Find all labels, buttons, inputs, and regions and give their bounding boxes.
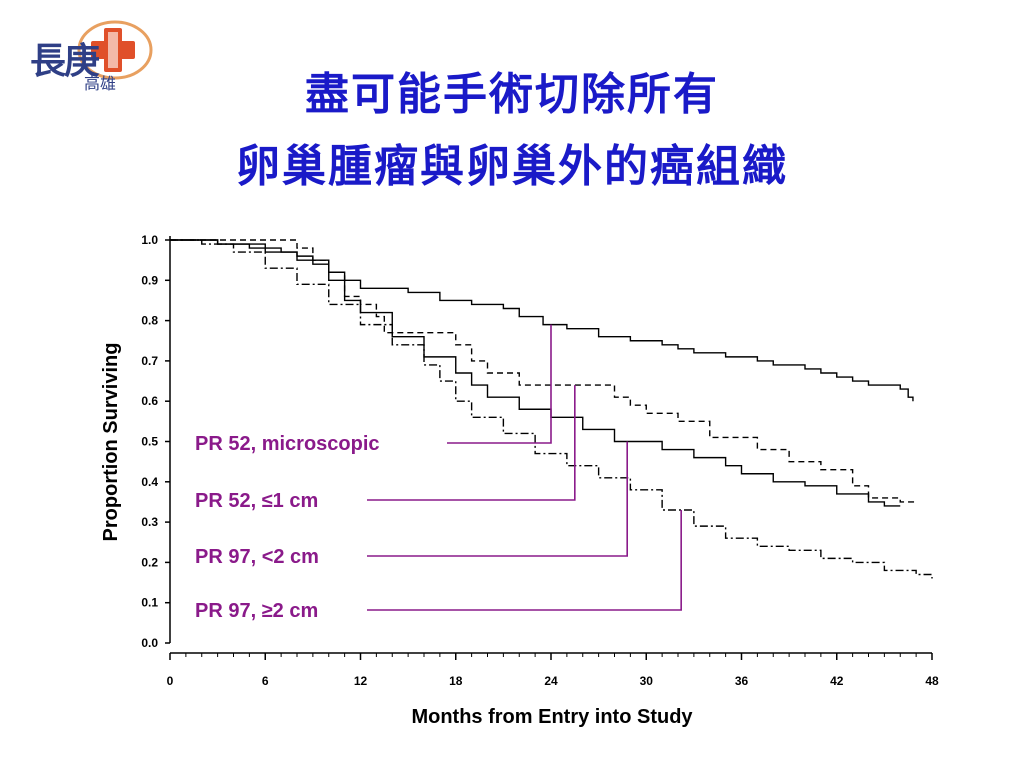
annotation-label-1: PR 52, microscopic bbox=[195, 433, 380, 455]
slide-title-line-2: 卵巢腫瘤與卵巢外的癌組織 bbox=[236, 141, 788, 192]
x-axis-label: Months from Entry into Study bbox=[411, 706, 693, 728]
hospital-logo: 長庚 高雄 bbox=[20, 10, 170, 100]
annotation-label-4: PR 97, ≥2 cm bbox=[195, 600, 318, 622]
y-tick-label: 0.1 bbox=[141, 596, 158, 610]
y-axis-label: Proportion Surviving bbox=[100, 343, 122, 542]
cross-emblem-icon bbox=[77, 20, 153, 80]
y-tick-label: 0.9 bbox=[141, 273, 158, 287]
x-tick-label: 0 bbox=[167, 674, 174, 688]
y-tick-label: 0.5 bbox=[141, 435, 158, 449]
chart-series bbox=[170, 239, 933, 579]
chart-axes: 0.0 0.1 0.2 0.3 0.4 0.5 0.6 0.7 0.8 0.9 1.0 0 6 12 18 2… bbox=[141, 233, 939, 688]
x-tick-label: 12 bbox=[354, 674, 368, 688]
y-tick-label: 0.0 bbox=[141, 636, 158, 650]
annotation-leader-4 bbox=[367, 510, 682, 611]
annotation-leader-1 bbox=[447, 324, 552, 444]
slide-title-line-1: 盡可能手術切除所有 bbox=[305, 69, 719, 120]
series-line-3 bbox=[170, 239, 901, 507]
annotation-leader-2 bbox=[367, 385, 576, 501]
x-tick-label: 24 bbox=[544, 674, 558, 688]
logo-text-main: 長庚 bbox=[30, 40, 100, 82]
x-tick-label: 36 bbox=[735, 674, 749, 688]
x-tick-label: 48 bbox=[925, 674, 939, 688]
annotation-leader-3 bbox=[367, 441, 629, 557]
x-tick-label: 42 bbox=[830, 674, 844, 688]
annotation-label-2: PR 52, ≤1 cm bbox=[195, 490, 318, 512]
y-tick-label: 0.2 bbox=[141, 555, 158, 569]
x-tick-label: 18 bbox=[449, 674, 463, 688]
y-tick-label: 0.8 bbox=[141, 314, 158, 328]
series-line-2 bbox=[170, 239, 917, 503]
y-tick-label: 1.0 bbox=[141, 233, 158, 247]
y-tick-label: 0.6 bbox=[141, 394, 158, 408]
x-tick-label: 30 bbox=[640, 674, 654, 688]
logo-text-sub: 高雄 bbox=[84, 74, 117, 93]
y-tick-label: 0.3 bbox=[141, 515, 158, 529]
annotation-label-3: PR 97, <2 cm bbox=[195, 546, 319, 568]
y-tick-label: 0.4 bbox=[141, 475, 158, 489]
series-line-1 bbox=[170, 239, 914, 402]
x-tick-label: 6 bbox=[262, 674, 269, 688]
series-line-4 bbox=[170, 239, 933, 579]
y-tick-label: 0.7 bbox=[141, 354, 158, 368]
chart-annotations: PR 52, microscopic PR 52, ≤1 cm PR 97, <2 … bbox=[195, 324, 682, 622]
